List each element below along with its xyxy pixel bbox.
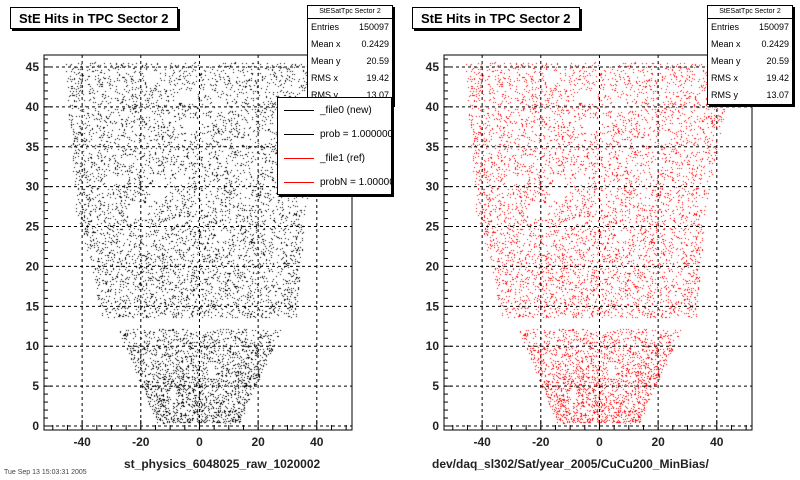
right-stats-row-mean-x: Mean x 0.2429 bbox=[708, 36, 792, 53]
x-tick-label: 20 bbox=[651, 435, 665, 449]
y-tick-label: 25 bbox=[26, 220, 40, 234]
footer-note: Tue Sep 13 15:03:31 2005 bbox=[4, 469, 87, 476]
x-tick-label: -20 bbox=[532, 435, 550, 449]
stats-value: 150097 bbox=[358, 22, 389, 32]
x-tick-label: 40 bbox=[710, 435, 724, 449]
right-stats-row-mean-y: Mean y 20.59 bbox=[708, 53, 792, 70]
y-tick-label: 15 bbox=[426, 299, 440, 313]
y-tick-label: 20 bbox=[426, 259, 440, 273]
stats-value: 0.2429 bbox=[761, 39, 789, 49]
stats-value: 0.2429 bbox=[361, 39, 389, 49]
x-tick-label: -20 bbox=[132, 435, 150, 449]
stats-label: Mean x bbox=[311, 39, 341, 49]
right-stats-row-entries: Entries 150097 bbox=[708, 19, 792, 36]
y-tick-label: 30 bbox=[426, 180, 440, 194]
y-tick-label: 35 bbox=[26, 140, 40, 154]
y-tick-label: 20 bbox=[26, 259, 40, 273]
stats-value: 19.42 bbox=[366, 73, 389, 83]
left-stats-title: StESatTpc Sector 2 bbox=[308, 6, 392, 19]
stats-label: Entries bbox=[311, 22, 340, 32]
y-tick-label: 10 bbox=[426, 339, 440, 353]
right-stats-title: StESatTpc Sector 2 bbox=[708, 6, 792, 19]
y-tick-label: 35 bbox=[426, 140, 440, 154]
right-stats-row-rms-x: RMS x 19.42 bbox=[708, 70, 792, 87]
y-tick-label: 5 bbox=[32, 379, 39, 393]
y-tick-label: 5 bbox=[432, 379, 439, 393]
y-tick-label: 0 bbox=[32, 419, 39, 433]
left-stats-row-rms-x: RMS x 19.42 bbox=[308, 70, 392, 87]
legend-line bbox=[284, 157, 314, 159]
legend-entry-probn: probN = 1.000000 bbox=[278, 170, 391, 194]
legend-label: probN = 1.000000 bbox=[320, 176, 391, 188]
legend-entry-file0: _file0 (new) bbox=[278, 98, 391, 122]
x-tick-label: 0 bbox=[196, 435, 203, 449]
stats-label: Mean y bbox=[311, 56, 341, 66]
y-tick-label: 45 bbox=[426, 60, 440, 74]
left-stats-row-mean-x: Mean x 0.2429 bbox=[308, 36, 392, 53]
left-stats-row-mean-y: Mean y 20.59 bbox=[308, 53, 392, 70]
legend-label: _file1 (ref) bbox=[320, 152, 366, 164]
chart-panel-1: -40 -20 0 20 40 0 5 10 15 20 25 30 35 40 45 bbox=[426, 54, 753, 449]
legend-line bbox=[284, 181, 314, 183]
left-stats-box: StESatTpc Sector 2 Entries 150097 Mean x… bbox=[307, 5, 393, 105]
y-tick-label: 10 bbox=[26, 339, 40, 353]
stats-value: 150097 bbox=[758, 22, 789, 32]
stats-label: RMS x bbox=[711, 73, 738, 83]
legend-entry-prob: prob = 1.000000 bbox=[278, 122, 391, 146]
x-tick-label: 40 bbox=[310, 435, 324, 449]
left-legend: _file0 (new) prob = 1.000000 _file1 (ref… bbox=[277, 97, 392, 195]
y-tick-label: 30 bbox=[26, 180, 40, 194]
right-x-axis-label: dev/daq_sl302/Sat/year_2005/CuCu200_MinB… bbox=[432, 457, 709, 471]
stats-label: Mean y bbox=[711, 56, 741, 66]
plot-frame bbox=[443, 54, 753, 431]
legend-label: prob = 1.000000 bbox=[320, 128, 392, 140]
x-tick-label: -40 bbox=[73, 435, 91, 449]
y-tick-label: 40 bbox=[26, 100, 40, 114]
y-tick-label: 25 bbox=[426, 220, 440, 234]
legend-label: _file0 (new) bbox=[320, 104, 372, 116]
left-stats-row-rms-y: RMS y 13.07 bbox=[308, 87, 392, 104]
x-tick-label: 20 bbox=[251, 435, 265, 449]
stats-label: RMS y bbox=[311, 90, 338, 100]
chart-panel-0: -40 -20 0 20 40 0 5 10 15 20 25 30 35 40 45 bbox=[26, 54, 353, 449]
legend-line bbox=[284, 133, 314, 135]
y-tick-label: 0 bbox=[432, 419, 439, 433]
legend-entry-file1: _file1 (ref) bbox=[278, 146, 391, 170]
right-stats-row-rms-y: RMS y 13.07 bbox=[708, 87, 792, 104]
x-tick-label: -40 bbox=[473, 435, 491, 449]
stats-label: RMS x bbox=[311, 73, 338, 83]
stats-label: Mean x bbox=[711, 39, 741, 49]
y-tick-label: 45 bbox=[26, 60, 40, 74]
left-chart-title: StE Hits in TPC Sector 2 bbox=[10, 7, 178, 29]
right-stats-box: StESatTpc Sector 2 Entries 150097 Mean x… bbox=[707, 5, 793, 105]
stats-label: Entries bbox=[711, 22, 740, 32]
right-chart-title: StE Hits in TPC Sector 2 bbox=[412, 7, 580, 29]
stats-label: RMS y bbox=[711, 90, 738, 100]
left-stats-row-entries: Entries 150097 bbox=[308, 19, 392, 36]
left-x-axis-label: st_physics_6048025_raw_1020002 bbox=[124, 457, 321, 471]
stats-value: 13.07 bbox=[366, 90, 389, 100]
stats-value: 13.07 bbox=[766, 90, 789, 100]
x-tick-label: 0 bbox=[596, 435, 603, 449]
y-tick-label: 40 bbox=[426, 100, 440, 114]
y-tick-label: 15 bbox=[26, 299, 40, 313]
stats-value: 19.42 bbox=[766, 73, 789, 83]
legend-line bbox=[284, 109, 314, 111]
stats-value: 20.59 bbox=[766, 56, 789, 66]
stats-value: 20.59 bbox=[366, 56, 389, 66]
